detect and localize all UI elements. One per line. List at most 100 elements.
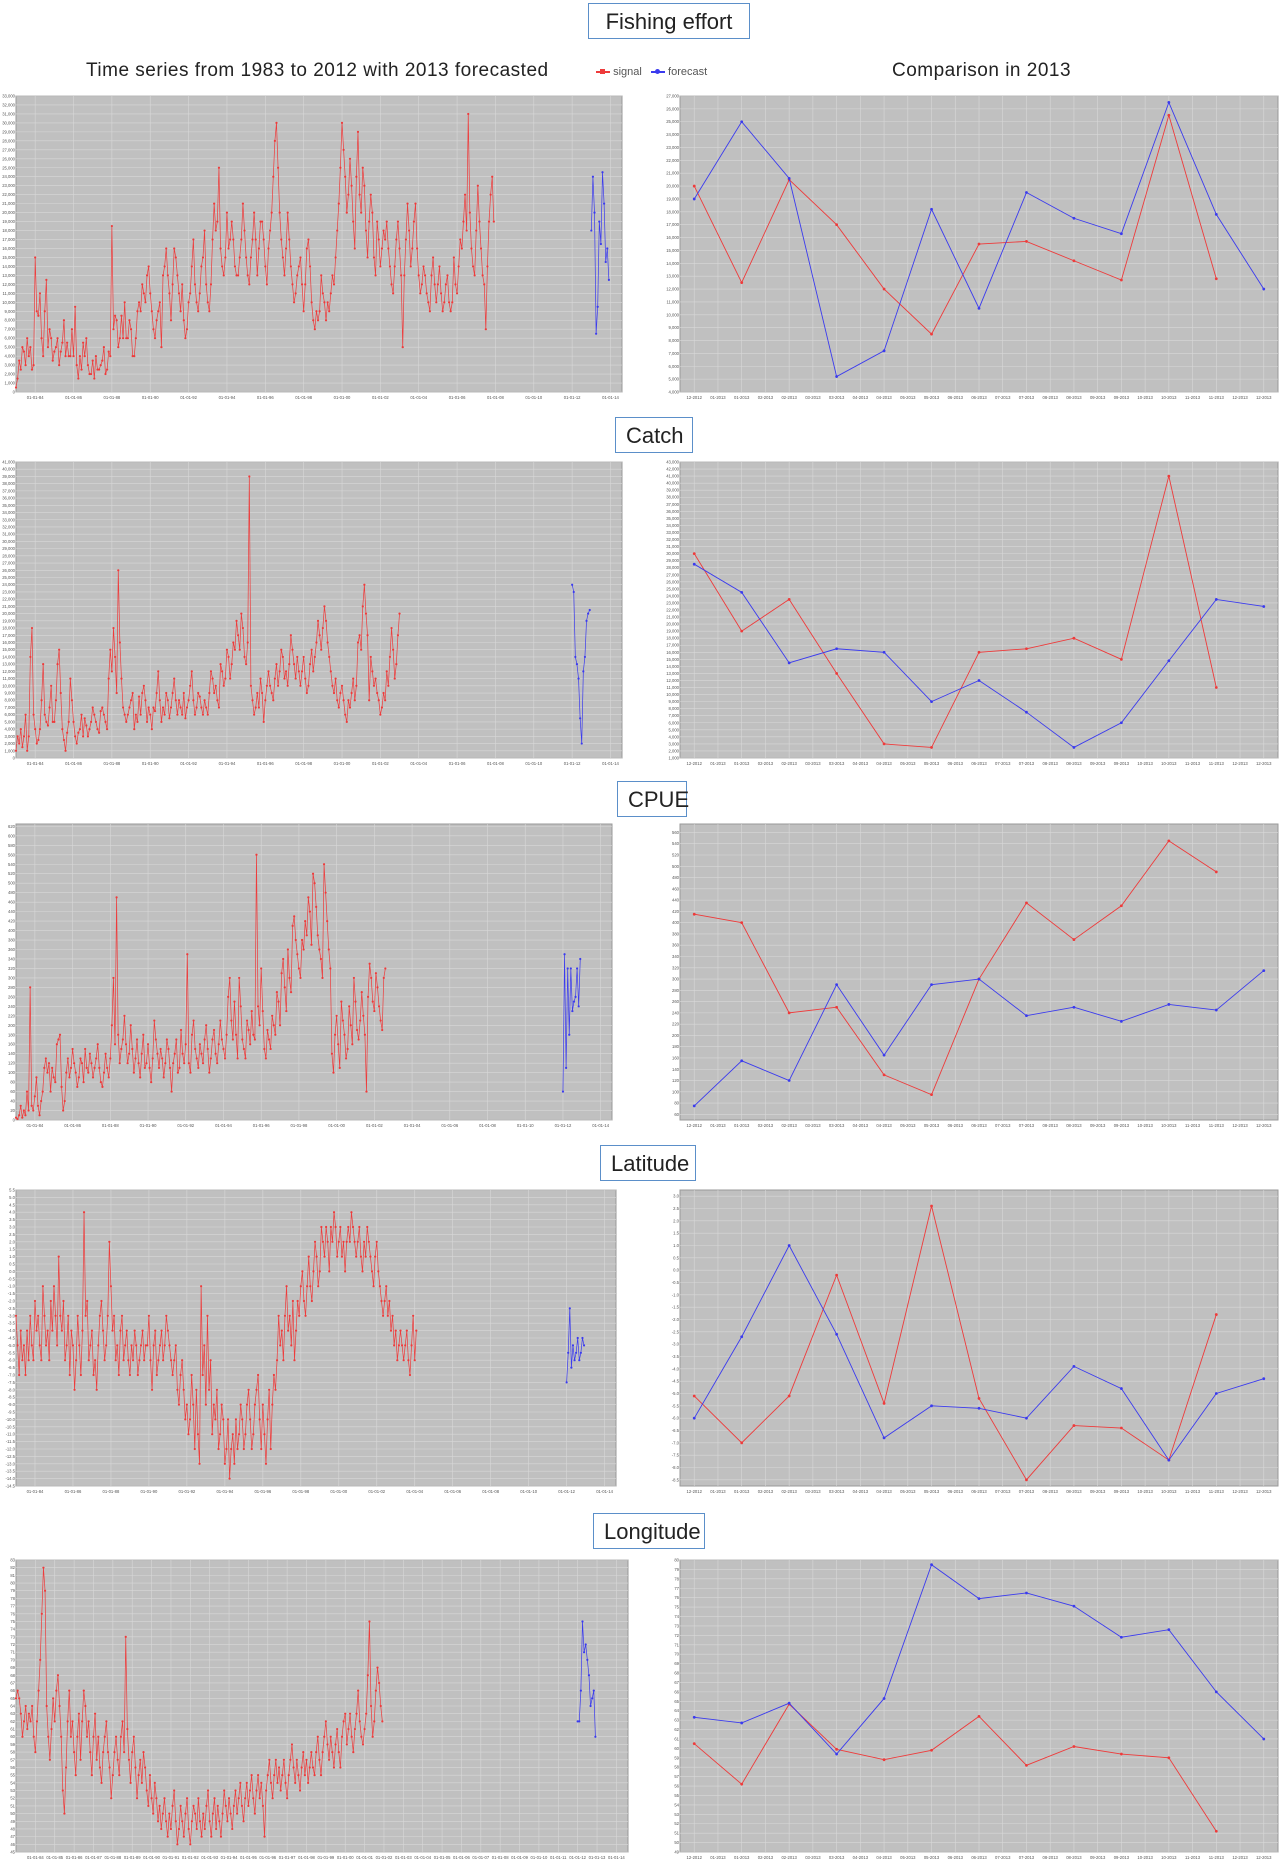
data-point-forecast xyxy=(579,957,582,961)
y-tick-label: 22,000 xyxy=(666,608,679,613)
data-point-signal xyxy=(223,1462,226,1465)
data-point-forecast xyxy=(572,590,575,594)
data-point-signal xyxy=(361,1743,365,1746)
x-tick-label: 01-01-86 xyxy=(65,395,82,400)
y-tick-label: 500 xyxy=(672,864,680,869)
data-point-signal xyxy=(198,1043,201,1046)
data-point-signal xyxy=(310,1299,313,1303)
y-tick-label: 26,000 xyxy=(666,579,679,584)
y-tick-label: 11,000 xyxy=(667,685,680,690)
data-point-signal xyxy=(97,731,101,734)
data-point-signal xyxy=(384,967,387,970)
y-tick-label: 9,000 xyxy=(5,691,16,696)
data-point-signal xyxy=(203,1344,206,1347)
data-point-forecast xyxy=(882,1053,886,1057)
data-point-signal xyxy=(297,265,300,268)
y-tick-label: 100 xyxy=(8,1070,16,1075)
data-point-signal xyxy=(49,1299,52,1303)
data-point-signal xyxy=(177,292,181,295)
y-tick-label: 0.0 xyxy=(9,1269,15,1274)
data-point-signal xyxy=(286,948,289,951)
data-point-signal xyxy=(142,292,145,295)
data-point-signal xyxy=(196,1433,200,1436)
data-point-signal xyxy=(169,1359,173,1362)
y-tick-label: 17,000 xyxy=(2,237,15,242)
data-point-signal xyxy=(329,1225,332,1229)
data-point-signal xyxy=(88,372,91,376)
y-tick-label: 120 xyxy=(672,1078,680,1083)
data-point-signal xyxy=(102,713,105,716)
data-point-signal xyxy=(154,1038,157,1041)
y-tick-label: 3,000 xyxy=(5,734,16,739)
data-point-forecast xyxy=(1214,1690,1218,1694)
data-point-signal xyxy=(362,1014,365,1017)
data-point-signal xyxy=(62,1109,65,1112)
data-point-signal xyxy=(1025,901,1028,905)
data-point-signal xyxy=(43,1066,46,1070)
data-point-signal xyxy=(98,1766,102,1769)
data-point-forecast xyxy=(575,1351,578,1354)
data-point-signal xyxy=(201,713,205,716)
data-point-signal xyxy=(197,310,200,313)
y-tick-label: 10,000 xyxy=(2,683,15,688)
series-line-signal xyxy=(693,475,1217,748)
y-tick-label: 4,000 xyxy=(669,390,680,395)
x-tick-label: 01-01-12 xyxy=(555,1123,572,1128)
data-point-signal xyxy=(43,1589,47,1592)
data-point-signal xyxy=(184,717,187,720)
data-point-signal xyxy=(211,1812,214,1815)
y-tick-label: 69 xyxy=(10,1665,15,1670)
x-tick-label: 01-01-00 xyxy=(330,1489,347,1494)
data-point-signal xyxy=(107,1076,110,1079)
data-point-signal xyxy=(124,1344,127,1347)
data-point-signal xyxy=(65,1344,68,1347)
data-point-signal xyxy=(430,274,433,277)
data-point-signal xyxy=(95,1057,98,1060)
data-point-signal xyxy=(69,1066,73,1070)
data-point-signal xyxy=(149,713,152,716)
data-point-signal xyxy=(136,310,139,313)
y-tick-label: -14.0 xyxy=(5,1476,15,1481)
y-tick-label: 420 xyxy=(672,909,680,914)
data-point-signal xyxy=(229,677,232,680)
data-point-signal xyxy=(291,1299,294,1303)
data-point-signal xyxy=(355,1255,358,1258)
data-point-signal xyxy=(381,1720,384,1723)
data-point-signal xyxy=(352,1751,355,1754)
data-point-signal xyxy=(484,328,487,331)
data-point-signal xyxy=(195,706,198,709)
data-point-signal xyxy=(30,626,34,630)
y-tick-label: 520 xyxy=(672,853,680,858)
data-point-signal xyxy=(245,1403,249,1406)
data-point-signal xyxy=(14,1314,18,1317)
data-point-forecast xyxy=(581,1336,584,1340)
data-point-signal xyxy=(396,1359,399,1362)
y-tick-label: 3,000 xyxy=(669,741,680,746)
y-tick-label: -5.0 xyxy=(672,1391,680,1396)
data-point-signal xyxy=(150,728,153,731)
y-tick-label: 28,000 xyxy=(2,138,15,143)
data-point-signal xyxy=(133,355,136,358)
data-point-signal xyxy=(174,1344,177,1347)
data-point-signal xyxy=(407,1359,410,1362)
data-point-signal xyxy=(361,1270,364,1273)
y-tick-label: 36,000 xyxy=(2,496,15,501)
data-point-signal xyxy=(272,1373,276,1377)
data-point-signal xyxy=(377,699,380,702)
data-point-signal xyxy=(81,1329,84,1332)
data-point-signal xyxy=(254,238,257,241)
x-tick-label: 03-2013 xyxy=(829,761,845,766)
data-point-signal xyxy=(121,1038,124,1041)
data-point-signal xyxy=(359,1255,363,1258)
data-point-signal xyxy=(311,872,315,875)
x-tick-label: 07-2013 xyxy=(1019,1123,1035,1128)
data-point-signal xyxy=(266,1774,269,1777)
data-point-signal xyxy=(361,605,364,608)
data-point-signal xyxy=(313,655,316,659)
data-point-signal xyxy=(406,202,409,205)
x-tick-label: 01-01-04 xyxy=(410,395,427,400)
data-point-signal xyxy=(238,256,241,259)
data-point-signal xyxy=(209,670,213,673)
data-point-signal xyxy=(312,670,315,673)
data-point-signal xyxy=(292,1766,295,1769)
